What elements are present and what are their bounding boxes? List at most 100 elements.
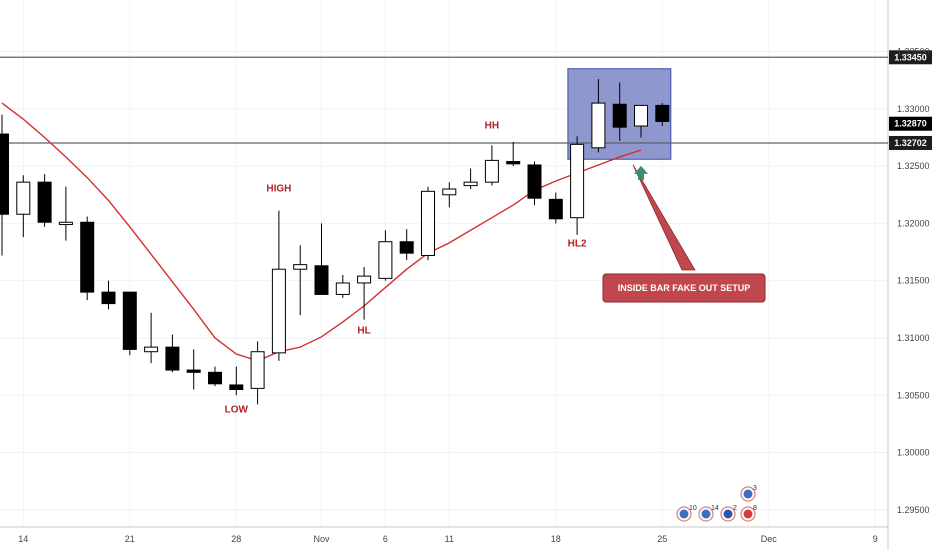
candle <box>506 142 521 167</box>
level-price-tag <box>889 50 932 65</box>
x-tick-label: 18 <box>551 534 561 544</box>
candle-body-down <box>527 164 542 199</box>
event-count: 8 <box>753 505 757 512</box>
x-tick-label: Nov <box>313 534 330 544</box>
candle <box>229 366 244 396</box>
us-flag-icon <box>679 509 689 519</box>
candle <box>378 230 393 281</box>
y-tick-label: 1.30500 <box>897 390 930 400</box>
candle-body-down <box>165 346 180 371</box>
candle-body-down <box>506 161 521 165</box>
candle-body-down <box>80 221 95 293</box>
level-price-label: 1.32702 <box>894 138 927 148</box>
x-tick-label: Dec <box>761 534 778 544</box>
candles <box>0 79 670 405</box>
x-tick-label: 28 <box>231 534 241 544</box>
ca-flag-icon <box>743 509 753 519</box>
candle <box>16 175 31 238</box>
candle <box>357 266 372 320</box>
candle <box>399 229 414 261</box>
x-tick-label: 6 <box>383 534 388 544</box>
candle-body-up <box>271 268 286 354</box>
candle-body-down <box>612 103 627 128</box>
event-marker: 10 <box>676 505 697 522</box>
candle-body-down <box>186 369 201 373</box>
candle <box>37 174 52 227</box>
candle-body-down <box>122 291 137 350</box>
candle <box>101 280 116 310</box>
grid <box>0 0 888 527</box>
us-flag-icon <box>743 489 753 499</box>
candle-body-down <box>208 371 222 385</box>
candle-body-up <box>570 143 585 219</box>
candle-body-up <box>293 264 308 270</box>
event-marker: 14 <box>698 505 719 522</box>
callout-layer: INSIDE BAR FAKE OUT SETUP <box>602 164 766 303</box>
event-markers: 10 14 2 3 8 <box>676 485 757 522</box>
candle-body-down <box>548 198 563 220</box>
y-tick-label: 1.32000 <box>897 218 930 228</box>
candle <box>655 103 670 127</box>
candle <box>570 136 585 235</box>
candle <box>208 366 222 387</box>
y-tick-label: 1.31000 <box>897 333 930 343</box>
x-tick-label: 25 <box>657 534 667 544</box>
x-axis-labels: 14 21 28 Nov 6 11 18 25 Dec 9 <box>18 534 878 544</box>
candle <box>463 168 478 190</box>
candle <box>527 161 542 206</box>
candle <box>442 182 457 208</box>
annotation-hl2: HL2 <box>568 238 587 249</box>
candle-body-up <box>16 181 31 215</box>
eu-flag-icon <box>723 509 733 519</box>
candle <box>314 223 329 295</box>
candle <box>271 210 286 361</box>
candle <box>144 312 159 364</box>
candle-body-up <box>144 346 159 353</box>
y-tick-label: 1.33000 <box>897 104 930 114</box>
candle-body-up <box>484 159 499 183</box>
x-tick-label: 21 <box>125 534 135 544</box>
candle <box>186 349 201 390</box>
candle-body-up <box>58 221 73 226</box>
candle <box>293 245 308 316</box>
candle-body-down <box>229 384 244 391</box>
candle-body-up <box>442 188 457 196</box>
candle-body-up <box>357 275 372 284</box>
up-arrow-icon <box>634 165 648 180</box>
event-marker: 8 <box>740 505 757 522</box>
candle-body-down <box>399 241 414 254</box>
y-tick-label: 1.32500 <box>897 161 930 171</box>
y-tick-label: 1.33500 <box>897 47 930 57</box>
us-flag-icon <box>701 509 711 519</box>
annotation-hh: HH <box>485 120 499 131</box>
current-price-tag <box>889 116 932 131</box>
event-count: 14 <box>711 505 719 512</box>
annotation-hl: HL <box>357 325 370 336</box>
annotation-low: LOW <box>225 404 249 415</box>
candle-body-down <box>655 104 670 122</box>
callout-label: INSIDE BAR FAKE OUT SETUP <box>618 283 751 293</box>
candle <box>122 291 137 356</box>
horizontal-lines <box>0 56 888 144</box>
candle <box>548 192 563 224</box>
event-marker: 2 <box>720 505 737 522</box>
candle <box>484 145 499 186</box>
x-tick-label: 11 <box>445 534 454 544</box>
candle <box>58 186 73 241</box>
candle <box>80 216 95 301</box>
candle-body-up <box>335 282 350 295</box>
event-count: 2 <box>733 505 737 512</box>
candle-body-up <box>634 104 648 127</box>
candle <box>165 334 180 373</box>
event-marker: 3 <box>740 485 757 502</box>
annotations: HIGH LOW HL HH HL2 <box>225 120 587 415</box>
callout-pointer <box>632 164 696 271</box>
candle-body-up <box>421 190 435 256</box>
candle <box>421 186 435 261</box>
event-count: 10 <box>689 505 697 512</box>
candle-body-up <box>463 181 478 187</box>
current-price-label: 1.32870 <box>894 119 927 129</box>
callout-box <box>602 273 766 303</box>
candle-body-down <box>101 291 116 305</box>
